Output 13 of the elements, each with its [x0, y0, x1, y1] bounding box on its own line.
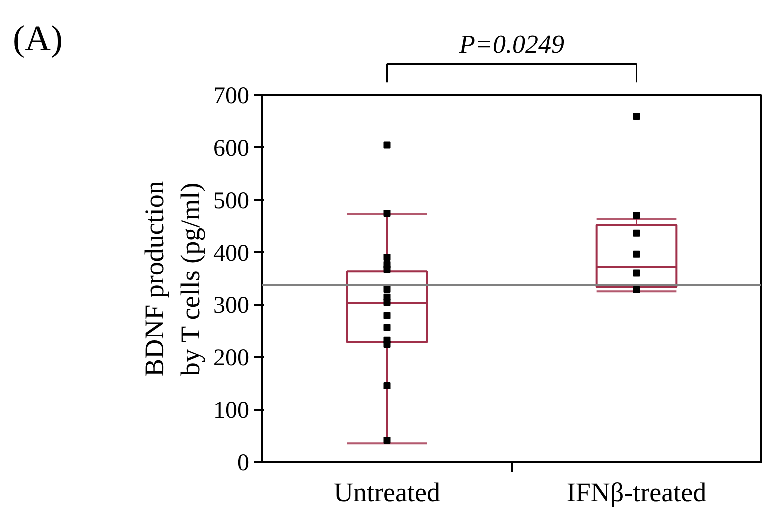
- x-tick-label: Untreated: [334, 478, 441, 508]
- y-tick-label: 300: [214, 293, 250, 320]
- text: (A): [13, 18, 63, 59]
- y-tick-label: 400: [214, 240, 250, 267]
- y-tick-label: 600: [214, 136, 250, 162]
- text: P=0.0249: [458, 30, 564, 59]
- y-tick-label: 100: [214, 398, 250, 424]
- x-tick-label: IFNβ-treated: [566, 478, 708, 508]
- y-tick-label: 500: [214, 188, 250, 214]
- y-tick-label: 200: [214, 346, 250, 372]
- y-tick-label: 0: [238, 450, 250, 476]
- y-tick-label: 700: [214, 84, 250, 110]
- y-axis-title: BDNF production by T cells (pg/ml): [140, 180, 206, 377]
